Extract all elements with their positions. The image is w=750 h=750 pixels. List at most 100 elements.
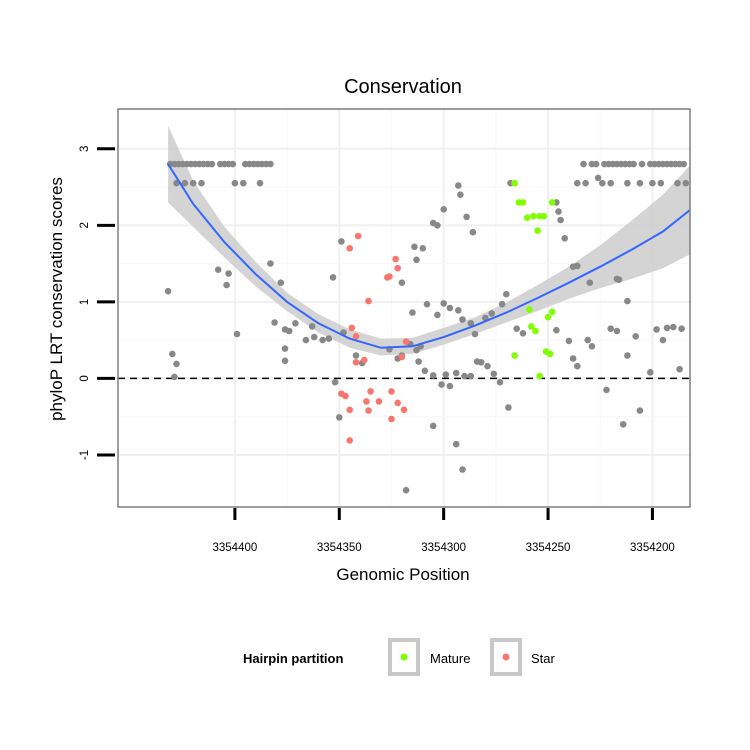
data-point-other — [636, 407, 644, 414]
data-point-star — [402, 338, 410, 346]
data-point-other — [503, 290, 510, 298]
data-point-other — [338, 238, 345, 245]
data-point-other — [171, 373, 178, 381]
data-point-other — [505, 404, 512, 411]
data-point-other — [632, 333, 639, 340]
data-point-star — [354, 232, 362, 240]
data-point-other — [513, 325, 520, 333]
data-point-other — [624, 297, 631, 305]
data-point-mature — [544, 313, 552, 321]
data-point-other — [459, 316, 466, 323]
data-point-mature — [534, 227, 541, 234]
x-tick-label: 3354200 — [630, 542, 675, 554]
data-point-star — [400, 406, 408, 414]
data-point-other — [429, 422, 437, 430]
data-point-other — [189, 179, 197, 187]
data-point-other — [561, 235, 568, 242]
data-point-other — [398, 279, 406, 287]
data-point-other — [411, 243, 418, 251]
smooth-trend-line — [167, 163, 691, 349]
data-point-mature — [530, 212, 537, 220]
data-point-other — [657, 179, 665, 187]
y-tick-label: 1 — [79, 299, 91, 305]
data-point-other — [419, 245, 427, 252]
data-point-other — [285, 327, 293, 335]
data-point-other — [329, 274, 337, 281]
data-point-other — [256, 179, 264, 187]
data-point-other — [574, 179, 581, 187]
data-point-mature — [523, 214, 531, 221]
legend-swatch-mature — [400, 653, 408, 661]
data-point-other — [319, 336, 326, 344]
data-point-other — [592, 160, 600, 168]
data-point-other — [682, 179, 690, 187]
data-point-mature — [511, 179, 518, 187]
data-point-other — [674, 179, 681, 187]
x-tick-label: 3354350 — [317, 542, 362, 554]
data-point-other — [638, 160, 646, 168]
data-point-mature — [511, 352, 518, 359]
data-point-other — [440, 300, 448, 307]
data-point-other — [231, 179, 239, 187]
data-point-other — [413, 346, 420, 354]
data-point-mature — [526, 306, 533, 313]
data-point-other — [603, 386, 610, 394]
data-point-other — [469, 228, 477, 236]
x-tick-label: 3354300 — [421, 542, 466, 554]
data-point-star — [394, 399, 402, 407]
data-point-other — [429, 372, 437, 379]
data-point-other — [225, 270, 232, 277]
data-point-other — [459, 466, 466, 473]
data-point-mature — [519, 199, 527, 206]
data-point-other — [574, 262, 581, 270]
data-point-star — [352, 359, 360, 366]
data-point-other — [586, 279, 594, 287]
data-point-other — [678, 325, 685, 333]
data-point-other — [181, 179, 189, 187]
data-point-other — [402, 486, 410, 494]
y-tick-label: -1 — [79, 450, 91, 460]
data-point-other — [446, 382, 454, 390]
data-point-other — [488, 310, 496, 317]
data-point-other — [647, 369, 654, 376]
data-point-star — [346, 406, 354, 414]
y-tick-label: 2 — [79, 222, 91, 228]
data-point-other — [173, 360, 180, 368]
data-point-other — [336, 414, 343, 421]
plot-panel — [117, 108, 691, 508]
data-point-star — [375, 398, 383, 405]
data-point-star — [394, 264, 402, 272]
data-point-other — [308, 323, 316, 330]
data-point-other — [277, 279, 285, 287]
data-point-other — [409, 309, 416, 316]
data-point-other — [471, 330, 479, 338]
data-point-other — [214, 266, 222, 274]
data-point-other — [607, 325, 614, 333]
data-point-other — [624, 352, 631, 359]
y-tick-label: 3 — [79, 146, 91, 152]
data-point-star — [346, 437, 354, 444]
legend-swatch-star — [502, 653, 510, 661]
data-point-other — [434, 222, 441, 229]
data-point-other — [331, 378, 339, 386]
legend-label-mature: Mature — [430, 651, 470, 666]
data-point-other — [292, 320, 299, 327]
data-point-mature — [532, 327, 539, 335]
data-point-other — [555, 208, 562, 215]
data-point-other — [594, 174, 602, 182]
data-point-other — [636, 179, 644, 187]
data-point-other — [680, 160, 687, 168]
x-axis: 3354400 3354350 3354300 3354250 3354200 — [213, 508, 675, 554]
smooth-confidence-band — [168, 125, 691, 356]
data-point-other — [663, 324, 671, 332]
data-point-other — [553, 326, 560, 334]
data-point-other — [229, 160, 237, 168]
data-point-star — [363, 398, 370, 405]
data-point-star — [388, 415, 395, 423]
data-point-other — [607, 179, 614, 187]
data-point-other — [271, 319, 278, 326]
data-point-other — [490, 370, 498, 378]
data-point-other — [569, 355, 577, 362]
chart-title: Conservation — [344, 76, 462, 98]
